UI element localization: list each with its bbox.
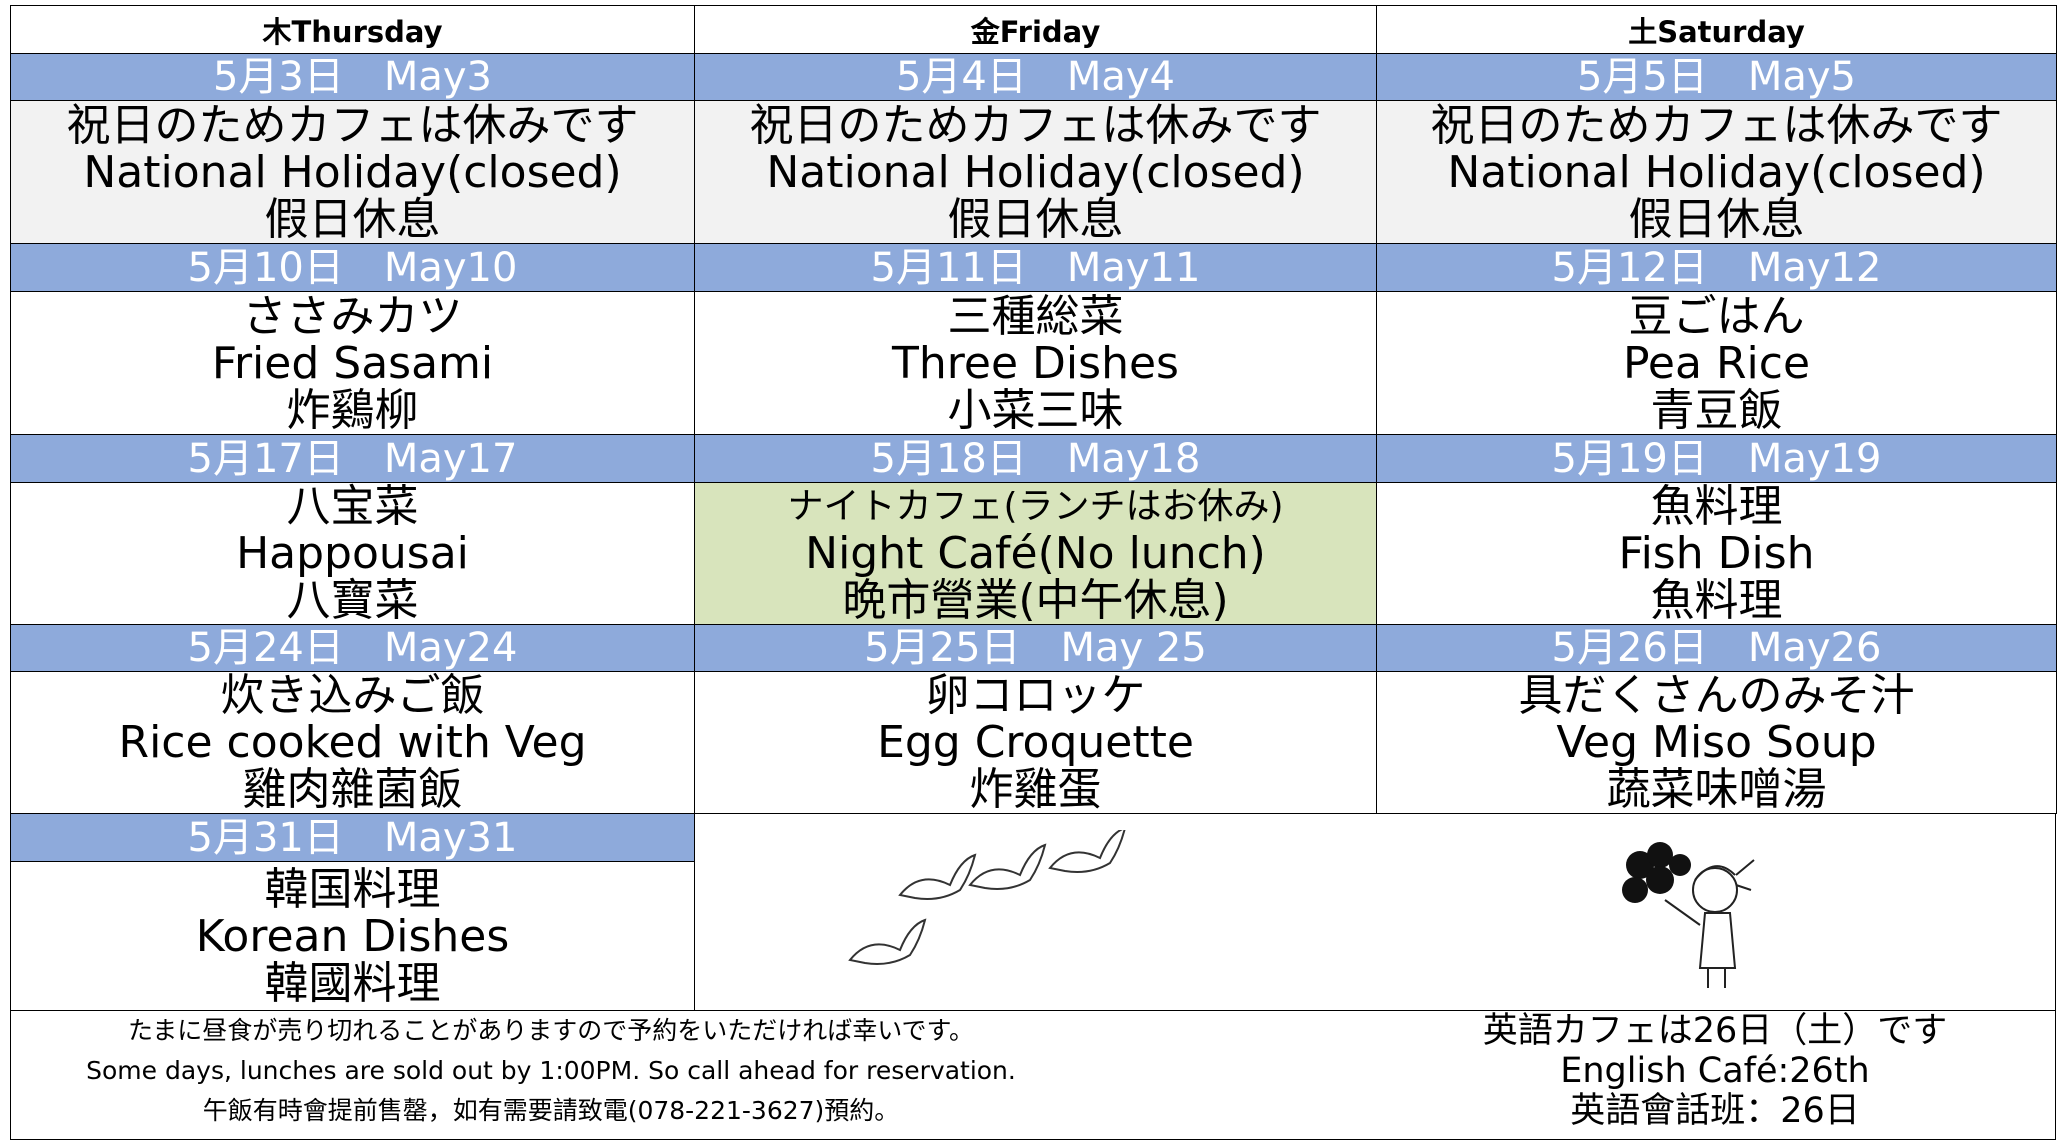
menu-line: 八宝菜 — [286, 482, 419, 532]
menu-line: 青豆飯 — [1650, 384, 1783, 435]
menu-line: 蔬菜味噌湯 — [1606, 764, 1827, 814]
cafe-line: English Café:26th — [1560, 1051, 1870, 1091]
date-bar: 5月26日 May26 — [1376, 624, 2057, 672]
day-header: 土Saturday — [1376, 5, 2057, 54]
menu-line: 具だくさんのみそ汁 — [1518, 671, 1915, 721]
menu-line: 八寶菜 — [286, 575, 419, 625]
date-label: 5月18日 May18 — [870, 435, 1201, 482]
menu-line: 韓國料理 — [264, 957, 441, 1009]
date-label: 5月31日 May31 — [187, 814, 518, 861]
day-label: 土Saturday — [1628, 14, 1805, 49]
date-bar: 5月10日 May10 — [10, 243, 695, 292]
date-bar: 5月19日 May19 — [1376, 434, 2057, 483]
menu-line: 魚料理 — [1650, 575, 1783, 625]
menu-line: 魚料理 — [1650, 482, 1783, 532]
menu-line: Korean Dishes — [195, 910, 510, 962]
day-header: 金Friday — [694, 5, 1377, 54]
menu-line: 韓国料理 — [264, 863, 441, 915]
date-bar: 5月11日 May11 — [694, 243, 1377, 292]
menu-cell: 炊き込みご飯 Rice cooked with Veg 雞肉雜菌飯 — [10, 671, 695, 814]
menu-line: Egg Croquette — [877, 717, 1194, 768]
birds-illustration — [848, 830, 1126, 965]
date-bar: 5月24日 May24 — [10, 624, 695, 672]
menu-line: Fish Dish — [1618, 528, 1815, 579]
date-label: 5月26日 May26 — [1551, 625, 1882, 671]
date-bar: 5月31日 May31 — [10, 813, 695, 862]
date-bar: 5月18日 May18 — [694, 434, 1377, 483]
footer-note: たまに昼食が売り切れることがありますので予約をいただければ幸いです。 Some d… — [11, 1011, 1091, 1131]
girl-illustration — [1622, 842, 1755, 988]
menu-cell: 卵コロッケ Egg Croquette 炸雞蛋 — [694, 671, 1377, 814]
menu-line: 祝日のためカフェは休みです — [1430, 100, 2003, 151]
menu-cell: ナイトカフェ(ランチはお休み) Night Café(No lunch) 晩市營業(… — [694, 482, 1377, 625]
menu-cell: 具だくさんのみそ汁 Veg Miso Soup 蔬菜味噌湯 — [1376, 671, 2057, 814]
menu-line: National Holiday(closed) — [1447, 146, 1986, 198]
menu-line: 雞肉雜菌飯 — [242, 764, 463, 814]
menu-line: Night Café(No lunch) — [805, 528, 1266, 579]
date-bar: 5月3日 May3 — [10, 53, 695, 101]
menu-cell: 豆ごはん Pea Rice 青豆飯 — [1376, 291, 2057, 435]
menu-line: National Holiday(closed) — [766, 146, 1305, 198]
date-label: 5月17日 May17 — [187, 435, 518, 482]
footer-line: 午飯有時會提前售罄，如有需要請致電(078-221-3627)預約。 — [202, 1096, 900, 1125]
menu-line: 祝日のためカフェは休みです — [749, 100, 1322, 151]
menu-line: 炸鷄柳 — [286, 384, 419, 435]
date-label: 5月24日 May24 — [187, 625, 518, 671]
menu-cell: 祝日のためカフェは休みです National Holiday(closed) 假日休… — [694, 100, 1377, 244]
menu-line: 豆ごはん — [1628, 291, 1805, 342]
menu-line: Happousai — [236, 528, 469, 579]
menu-line: Pea Rice — [1622, 337, 1811, 389]
menu-line: Veg Miso Soup — [1556, 717, 1877, 768]
menu-cell: ささみカツ Fried Sasami 炸鷄柳 — [10, 291, 695, 435]
menu-line: Three Dishes — [892, 337, 1179, 389]
date-label: 5月4日 May4 — [895, 54, 1176, 100]
menu-line: 小菜三味 — [947, 384, 1124, 435]
menu-line: 假日休息 — [1628, 193, 1805, 244]
date-label: 5月19日 May19 — [1551, 435, 1882, 482]
menu-line: ささみカツ — [242, 291, 463, 342]
date-label: 5月3日 May3 — [212, 54, 493, 100]
menu-line: 卵コロッケ — [925, 671, 1146, 721]
date-bar: 5月5日 May5 — [1376, 53, 2057, 101]
date-bar: 5月17日 May17 — [10, 434, 695, 483]
date-label: 5月5日 May5 — [1576, 54, 1857, 100]
menu-line: 假日休息 — [264, 193, 441, 244]
date-bar: 5月4日 May4 — [694, 53, 1377, 101]
menu-cell: 八宝菜 Happousai 八寶菜 — [10, 482, 695, 625]
day-label: 金Friday — [970, 14, 1101, 49]
menu-line: 三種総菜 — [947, 291, 1124, 342]
menu-line: Rice cooked with Veg — [118, 717, 587, 768]
cafe-line: 英語カフェは26日（土）です — [1482, 1011, 1948, 1051]
day-header: 木Thursday — [10, 5, 695, 54]
date-bar: 5月12日 May12 — [1376, 243, 2057, 292]
menu-cell: 韓国料理 Korean Dishes 韓國料理 — [10, 861, 695, 1011]
menu-line: 炊き込みご飯 — [220, 671, 485, 721]
date-label: 5月10日 May10 — [187, 244, 518, 291]
menu-cell: 魚料理 Fish Dish 魚料理 — [1376, 482, 2057, 625]
cafe-line: 英語會話班：26日 — [1570, 1091, 1860, 1131]
menu-line: National Holiday(closed) — [83, 146, 622, 198]
image-cell — [694, 813, 2056, 1011]
date-label: 5月12日 May12 — [1551, 244, 1882, 291]
menu-cell: 三種総菜 Three Dishes 小菜三味 — [694, 291, 1377, 435]
date-bar: 5月25日 May 25 — [694, 624, 1377, 672]
footer-line: Some days, lunches are sold out by 1:00P… — [86, 1056, 1016, 1085]
menu-line: ナイトカフェ(ランチはお休み) — [787, 486, 1284, 527]
date-label: 5月25日 May 25 — [864, 625, 1207, 671]
menu-line: Fried Sasami — [211, 337, 494, 389]
menu-line: 假日休息 — [947, 193, 1124, 244]
date-label: 5月11日 May11 — [870, 244, 1201, 291]
menu-cell: 祝日のためカフェは休みです National Holiday(closed) 假日休… — [10, 100, 695, 244]
menu-cell: 祝日のためカフェは休みです National Holiday(closed) 假日休… — [1376, 100, 2057, 244]
footer: たまに昼食が売り切れることがありますので予約をいただければ幸いです。 Some d… — [10, 1010, 2056, 1140]
footer-line: たまに昼食が売り切れることがありますので予約をいただければ幸いです。 — [127, 1016, 974, 1045]
menu-line: 炸雞蛋 — [969, 764, 1102, 814]
menu-line: 祝日のためカフェは休みです — [66, 100, 639, 151]
cafe-note: 英語カフェは26日（土）です English Café:26th 英語會話班：26日 — [1375, 1011, 2055, 1131]
menu-line: 晩市營業(中午休息) — [842, 575, 1229, 625]
day-label: 木Thursday — [262, 14, 443, 49]
